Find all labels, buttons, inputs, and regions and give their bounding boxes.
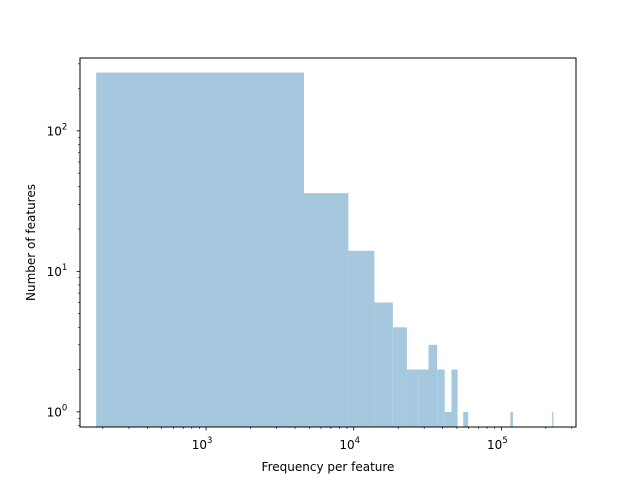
y-tick-label: 100 [47, 403, 68, 419]
x-tick-exponent: 3 [207, 436, 212, 446]
histogram-bars [96, 72, 554, 427]
histogram-bar [374, 302, 393, 427]
histogram-bar [428, 344, 438, 427]
histogram-bar [418, 369, 429, 427]
histogram-bar [510, 411, 513, 427]
x-tick-exponent: 5 [502, 436, 507, 446]
histogram-bar [437, 369, 445, 427]
histogram-bar [96, 72, 304, 427]
y-tick-exponent: 2 [62, 122, 67, 132]
x-axis-label: Frequency per feature [262, 460, 395, 474]
histogram-bar [348, 250, 375, 427]
y-tick-label: 101 [47, 263, 68, 279]
x-tick-label: 105 [487, 436, 508, 452]
histogram-bar [451, 369, 458, 427]
histogram-bar [552, 411, 554, 427]
x-tick-label: 104 [339, 436, 360, 452]
histogram-bar [463, 411, 469, 427]
plot-frame [79, 57, 577, 428]
histogram-bar [392, 327, 407, 427]
histogram-bar [444, 411, 452, 427]
histogram-bar [303, 193, 349, 427]
x-axis-ticks: 103 104 105 [102, 427, 573, 452]
y-tick-exponent: 0 [62, 403, 67, 413]
y-tick-exponent: 1 [62, 263, 67, 273]
x-tick-label: 103 [192, 436, 213, 452]
y-tick-label: 102 [47, 122, 68, 138]
y-axis-label: Number of features [24, 184, 38, 301]
histogram-bar [406, 369, 419, 427]
x-tick-exponent: 4 [355, 436, 360, 446]
